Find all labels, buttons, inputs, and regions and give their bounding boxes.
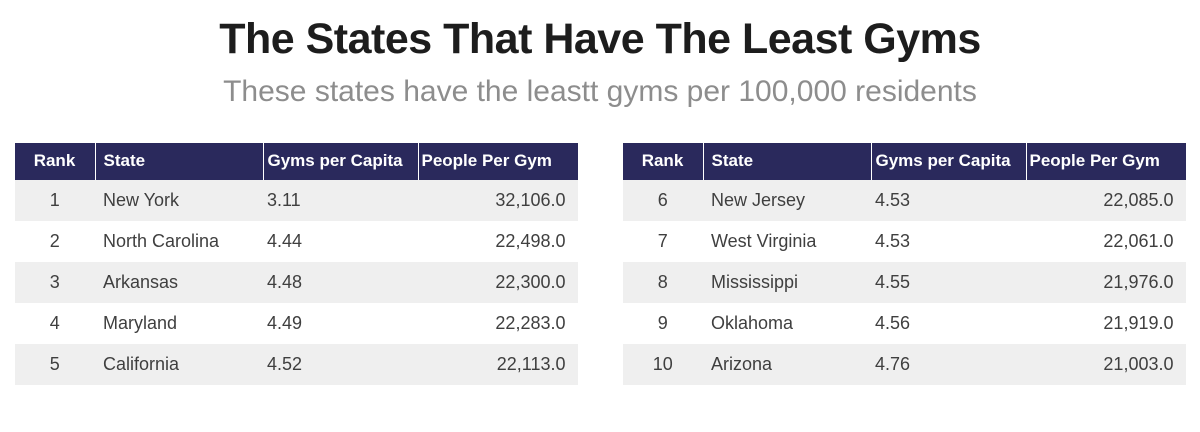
header-row: Rank State Gyms per Capita People Per Gym: [14, 142, 578, 180]
column-header-state: State: [95, 142, 264, 180]
table-row: 4 Maryland 4.49 22,283.0: [14, 302, 578, 344]
column-header-rank: Rank: [14, 142, 96, 180]
table-body: 6 New Jersey 4.53 22,085.0 7 West Virginia 4.5…: [622, 179, 1186, 385]
table-row: 9 Oklahoma 4.56 21,919.0: [622, 302, 1186, 344]
least-gyms-table-ranks-6-10: Rank State Gyms per Capita People Per Gym 6…: [622, 142, 1186, 385]
table-row: 2 North Carolina 4.44 22,498.0: [14, 220, 578, 262]
cell-state: Mississippi: [711, 271, 799, 292]
cell-state: North Carolina: [103, 230, 220, 251]
cell-rank: 8: [657, 271, 668, 292]
cell-people-per-gym: 22,061.0: [1103, 230, 1174, 251]
cell-people-per-gym: 32,106.0: [495, 189, 566, 210]
cell-gyms-per-capita: 4.76: [875, 353, 911, 374]
column-header-rank: Rank: [622, 142, 704, 180]
cell-people-per-gym: 21,919.0: [1103, 312, 1174, 333]
cell-people-per-gym: 22,498.0: [495, 230, 566, 251]
cell-state: New York: [103, 189, 180, 210]
cell-gyms-per-capita: 3.11: [267, 189, 301, 210]
page-title: The States That Have The Least Gyms: [219, 15, 981, 63]
cell-state: Arkansas: [103, 271, 179, 292]
cell-people-per-gym: 22,283.0: [495, 312, 566, 333]
column-header-gyms-per-capita: Gyms per Capita: [871, 142, 1027, 180]
cell-people-per-gym: 22,113.0: [496, 353, 566, 374]
cell-rank: 4: [49, 312, 60, 333]
cell-state: West Virginia: [711, 230, 817, 251]
cell-people-per-gym: 22,085.0: [1103, 189, 1174, 210]
cell-state: Maryland: [103, 312, 178, 333]
cell-gyms-per-capita: 4.44: [267, 230, 303, 251]
cell-gyms-per-capita: 4.53: [875, 189, 911, 210]
table-row: 7 West Virginia 4.53 22,061.0: [622, 220, 1186, 262]
cell-state: Arizona: [711, 353, 773, 374]
cell-rank: 10: [652, 353, 673, 374]
cell-rank: 1: [49, 189, 60, 210]
cell-rank: 6: [657, 189, 668, 210]
column-header-gyms-per-capita: Gyms per Capita: [263, 142, 419, 180]
cell-rank: 5: [49, 353, 60, 374]
table-row: 5 California 4.52 22,113.0: [14, 343, 578, 385]
cell-gyms-per-capita: 4.56: [875, 312, 911, 333]
cell-gyms-per-capita: 4.55: [875, 271, 911, 292]
column-header-people-per-gym: People Per Gym: [418, 142, 578, 180]
cell-gyms-per-capita: 4.53: [875, 230, 911, 251]
header-row: Rank State Gyms per Capita People Per Gym: [622, 142, 1186, 180]
cell-state: Oklahoma: [711, 312, 794, 333]
cell-rank: 7: [657, 230, 668, 251]
cell-rank: 2: [49, 230, 60, 251]
tables-container: Rank State Gyms per Capita People Per Gym 1…: [0, 142, 1200, 385]
cell-rank: 3: [49, 271, 60, 292]
column-header-state: State: [703, 142, 872, 180]
cell-people-per-gym: 22,300.0: [495, 271, 566, 292]
table-row: 10 Arizona 4.76 21,003.0: [622, 343, 1186, 385]
table-row: 8 Mississippi 4.55 21,976.0: [622, 261, 1186, 303]
table-row: 3 Arkansas 4.48 22,300.0: [14, 261, 578, 303]
table-row: 1 New York 3.11 32,106.0: [14, 179, 578, 221]
cell-people-per-gym: 21,003.0: [1103, 353, 1174, 374]
cell-gyms-per-capita: 4.49: [267, 312, 303, 333]
cell-rank: 9: [657, 312, 668, 333]
cell-gyms-per-capita: 4.48: [267, 271, 303, 292]
column-header-people-per-gym: People Per Gym: [1026, 142, 1186, 180]
least-gyms-table-ranks-1-5: Rank State Gyms per Capita People Per Gym 1…: [14, 142, 578, 385]
table-row: 6 New Jersey 4.53 22,085.0: [622, 179, 1186, 221]
table-body: 1 New York 3.11 32,106.0 2 North Carolina 4.44…: [14, 179, 578, 385]
table-header: Rank State Gyms per Capita People Per Gym: [14, 142, 578, 180]
cell-state: California: [103, 353, 180, 374]
cell-gyms-per-capita: 4.52: [267, 353, 303, 374]
page-subtitle: These states have the leastt gyms per 10…: [223, 74, 977, 108]
cell-state: New Jersey: [711, 189, 806, 210]
cell-people-per-gym: 21,976.0: [1103, 271, 1174, 292]
table-header: Rank State Gyms per Capita People Per Gym: [622, 142, 1186, 180]
